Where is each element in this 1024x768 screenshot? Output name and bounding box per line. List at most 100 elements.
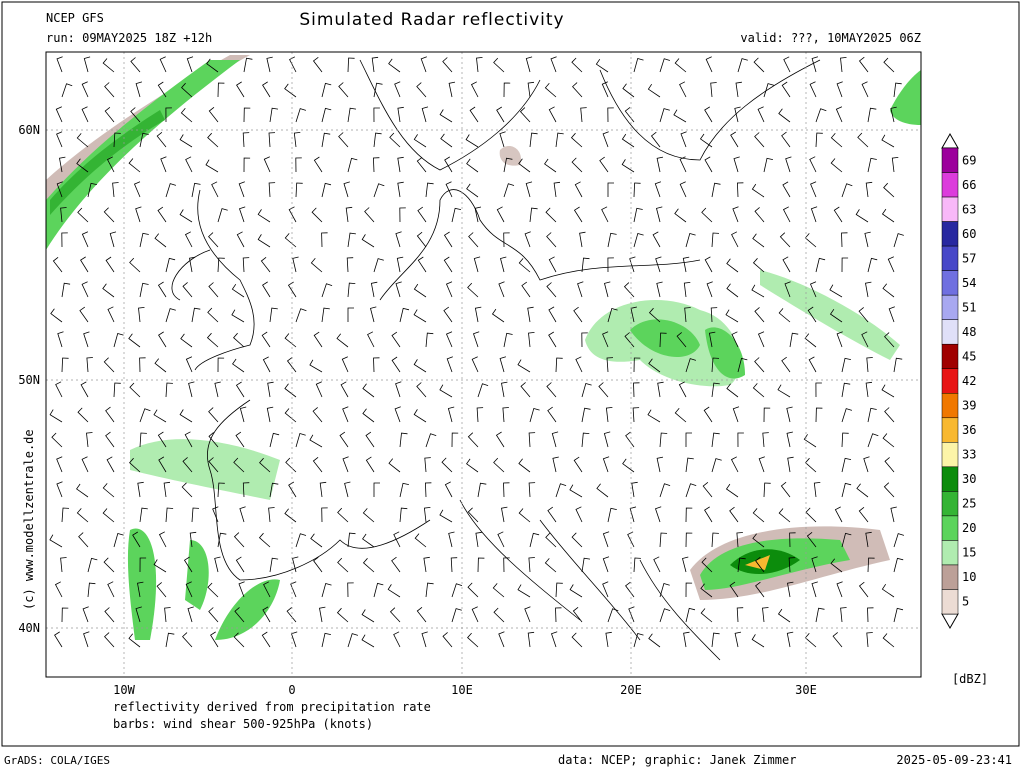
barb [811, 56, 819, 73]
barb [132, 531, 141, 548]
legend-label: 51 [962, 300, 976, 314]
barb [751, 284, 765, 298]
legend-label: 69 [962, 153, 976, 167]
barb [529, 532, 540, 548]
barb [102, 58, 115, 73]
barb [551, 431, 559, 448]
barb [704, 106, 713, 123]
barb [633, 382, 640, 398]
barb [841, 432, 849, 448]
barb [465, 134, 479, 148]
barb [711, 382, 720, 398]
legend-label: 10 [962, 570, 976, 584]
barb [268, 182, 276, 198]
barb [654, 506, 662, 523]
legend-swatch [941, 319, 959, 345]
barb [711, 632, 720, 648]
barb [699, 133, 713, 148]
barb [752, 508, 765, 523]
copyright: (c) www.modellzentrale.de [22, 429, 36, 610]
barb [338, 132, 349, 148]
barb [648, 307, 661, 323]
barb [391, 331, 401, 348]
barb [737, 557, 746, 573]
barb [128, 633, 141, 648]
barb [54, 581, 63, 598]
barb [581, 332, 588, 348]
barb [243, 107, 251, 123]
barb [572, 606, 583, 623]
barb [867, 157, 877, 173]
barb [596, 483, 609, 498]
barb [726, 283, 739, 298]
barb [187, 606, 194, 623]
barb [524, 606, 531, 623]
barb [496, 106, 505, 123]
barb [466, 458, 479, 473]
barb [259, 457, 271, 473]
barb [288, 481, 297, 498]
barb [395, 231, 402, 248]
barb [365, 456, 375, 473]
barb [501, 506, 508, 523]
legend-swatch [941, 540, 959, 566]
barb [448, 81, 456, 98]
barb [569, 484, 583, 498]
legend-cap [941, 132, 959, 149]
barb [340, 381, 349, 398]
barb [235, 431, 245, 448]
barb [525, 181, 533, 198]
barb [493, 457, 505, 473]
barb [573, 456, 583, 473]
barb [546, 382, 557, 398]
barb [263, 156, 271, 173]
barb [165, 308, 176, 323]
barb [154, 358, 167, 373]
barb [233, 632, 245, 648]
barb [544, 558, 557, 573]
barb [893, 557, 904, 573]
barb [544, 158, 557, 173]
barb [881, 583, 895, 598]
barb [685, 233, 696, 248]
barb [884, 332, 895, 348]
barb [139, 557, 147, 573]
legend-label: 33 [962, 448, 976, 462]
lon-label: 10E [451, 683, 473, 697]
barb [262, 81, 271, 98]
barb [606, 357, 614, 373]
barb [682, 556, 689, 573]
barb [861, 81, 869, 98]
legend-swatch [941, 491, 959, 517]
barb [546, 232, 557, 248]
barb [76, 508, 89, 523]
legend-swatch [941, 589, 959, 615]
barb [752, 533, 765, 548]
barb [257, 209, 271, 223]
barb [503, 557, 510, 573]
barb [684, 307, 691, 323]
barb [891, 157, 899, 173]
barb [372, 157, 380, 173]
barb [757, 331, 765, 348]
barb [362, 408, 375, 423]
barb [865, 281, 872, 298]
barb [191, 182, 201, 198]
barb [444, 481, 453, 498]
barb [87, 557, 98, 573]
barb [570, 132, 583, 148]
barb [503, 482, 510, 498]
barb [179, 209, 193, 223]
barb [233, 532, 245, 548]
barb [52, 256, 63, 273]
barb [413, 309, 427, 323]
barb [60, 207, 67, 223]
barb [545, 207, 557, 223]
barb [784, 281, 791, 298]
barb [555, 607, 562, 623]
barb [659, 58, 671, 73]
barb [207, 307, 219, 323]
barb [373, 582, 384, 598]
barb [470, 81, 479, 98]
barb [755, 556, 765, 573]
